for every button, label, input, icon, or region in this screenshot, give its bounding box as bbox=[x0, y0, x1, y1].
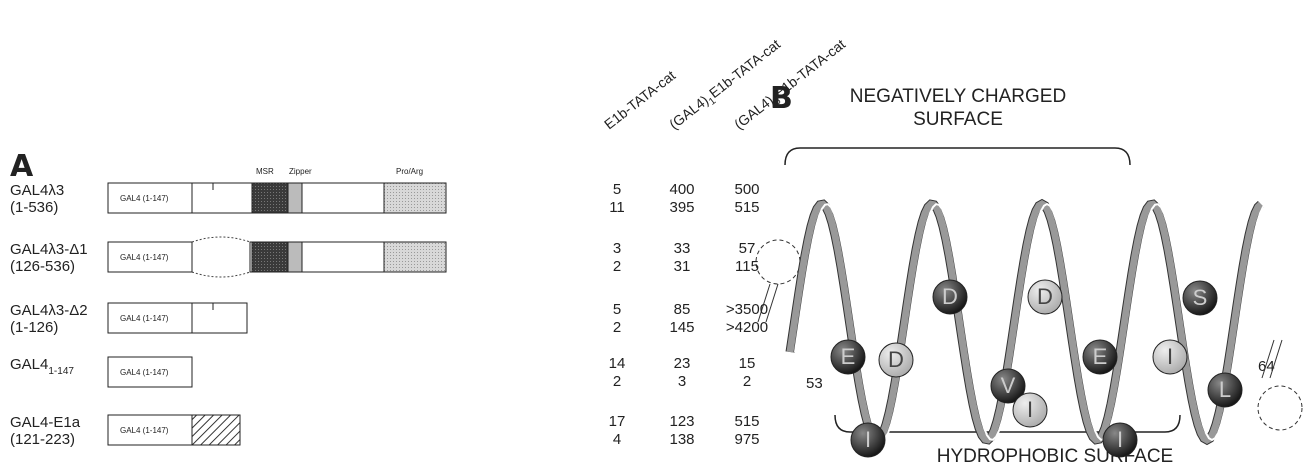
table-value: 2 bbox=[613, 373, 621, 390]
table-value: 145 bbox=[669, 319, 694, 336]
construct-name-text: GAL4 bbox=[10, 356, 48, 373]
table-value: 5 bbox=[613, 181, 621, 198]
box-label: GAL4 (1-147) bbox=[120, 253, 169, 262]
residue-letter: V bbox=[1001, 373, 1016, 398]
surface-title: SURFACE bbox=[913, 109, 1003, 130]
residue-letter: D bbox=[942, 284, 958, 309]
panel-label: A bbox=[10, 149, 34, 184]
residue-letter: L bbox=[1219, 377, 1231, 402]
deletion-line bbox=[192, 272, 250, 277]
table-value: 975 bbox=[734, 431, 759, 448]
residue-letter: E bbox=[1093, 344, 1108, 369]
zipper-domain bbox=[288, 183, 302, 213]
surface-title: NEGATIVELY CHARGED bbox=[850, 86, 1066, 107]
domain-label: Zipper bbox=[289, 167, 312, 176]
construct-name: GAL4λ3-Δ1 bbox=[10, 241, 88, 258]
column-header-part: E1b-TATA-cat bbox=[601, 67, 678, 132]
e1a-domain bbox=[192, 415, 240, 445]
table-value: 15 bbox=[739, 355, 756, 372]
table-value: 500 bbox=[734, 181, 759, 198]
surface-title: HYDROPHOBIC SURFACE bbox=[937, 446, 1173, 467]
column-header-part: (GAL4) bbox=[666, 92, 711, 132]
residue-letter: E bbox=[841, 344, 856, 369]
construct-name-text: GAL4-E1a bbox=[10, 414, 81, 431]
end-circle bbox=[1258, 386, 1302, 430]
construct-name-text: GAL4λ3-Δ2 bbox=[10, 302, 88, 319]
pro-arg-domain bbox=[384, 183, 446, 213]
table-value: 3 bbox=[678, 373, 686, 390]
residue-letter: S bbox=[1193, 285, 1208, 310]
table-value: 17 bbox=[609, 413, 626, 430]
end-circle bbox=[756, 240, 800, 284]
table-value: 515 bbox=[734, 199, 759, 216]
table-value: 33 bbox=[674, 240, 691, 257]
domain-label: Pro/Arg bbox=[396, 167, 423, 176]
table-value: 31 bbox=[674, 258, 691, 275]
deletion-line bbox=[192, 237, 250, 242]
msr-domain bbox=[252, 183, 288, 213]
table-value: 5 bbox=[613, 301, 621, 318]
msr-domain bbox=[252, 242, 288, 272]
construct-name: GAL4λ3-Δ2 bbox=[10, 302, 88, 319]
table-value: 4 bbox=[613, 431, 621, 448]
table-value: 515 bbox=[734, 413, 759, 430]
table-value: >4200 bbox=[726, 319, 768, 336]
residue-letter: I bbox=[1027, 397, 1033, 422]
table-value: 14 bbox=[609, 355, 626, 372]
table-value: 400 bbox=[669, 181, 694, 198]
residue-number: 53 bbox=[806, 375, 823, 392]
table-value: 2 bbox=[613, 258, 621, 275]
construct-name: GAL41-147 bbox=[10, 356, 74, 377]
residue-letter: I bbox=[865, 427, 871, 452]
table-value: 115 bbox=[735, 258, 759, 275]
domain-label: MSR bbox=[256, 167, 274, 176]
domain bbox=[192, 303, 247, 333]
box-label: GAL4 (1-147) bbox=[120, 426, 169, 435]
residue-letter: I bbox=[1167, 344, 1173, 369]
table-value: 2 bbox=[613, 319, 621, 336]
construct-range: (1-126) bbox=[10, 319, 58, 336]
table-value: 85 bbox=[674, 301, 691, 318]
residue-letter: D bbox=[1037, 284, 1053, 309]
column-header-part: E1b-TATA-cat bbox=[771, 36, 848, 101]
column-header: (GAL4)5E1b-TATA-cat bbox=[731, 36, 851, 136]
table-value: 123 bbox=[669, 413, 694, 430]
residue-letter: I bbox=[1117, 427, 1123, 452]
table-value: 23 bbox=[674, 355, 691, 372]
construct-name: GAL4-E1a bbox=[10, 414, 81, 431]
column-header: E1b-TATA-cat bbox=[601, 67, 678, 132]
construct-range: (1-536) bbox=[10, 199, 58, 216]
box-label: GAL4 (1-147) bbox=[120, 314, 169, 323]
table-value: 11 bbox=[609, 199, 625, 216]
construct-range: (121-223) bbox=[10, 431, 75, 448]
table-value: 3 bbox=[613, 240, 621, 257]
residue-letter: D bbox=[888, 347, 904, 372]
box-label: GAL4 (1-147) bbox=[120, 368, 169, 377]
table-value: 138 bbox=[669, 431, 694, 448]
construct-name-text: GAL4λ3 bbox=[10, 182, 64, 199]
construct-subscript: 1-147 bbox=[48, 366, 74, 377]
table-value: 395 bbox=[669, 199, 694, 216]
zipper-domain bbox=[288, 242, 302, 272]
construct-range: (126-536) bbox=[10, 258, 75, 275]
pro-arg-domain bbox=[384, 242, 446, 272]
construct-name: GAL4λ3 bbox=[10, 182, 64, 199]
table-value: 2 bbox=[743, 373, 751, 390]
table-value: 57 bbox=[739, 240, 756, 257]
construct-name-text: GAL4λ3-Δ1 bbox=[10, 241, 88, 258]
box-label: GAL4 (1-147) bbox=[120, 194, 169, 203]
table-value: >3500 bbox=[726, 301, 768, 318]
figure: A MSR Zipper Pro/Arg B NEGATIVELY CHARGE… bbox=[0, 0, 1304, 472]
column-header: (GAL4)1E1b-TATA-cat bbox=[666, 36, 786, 136]
bracket bbox=[785, 148, 1130, 165]
